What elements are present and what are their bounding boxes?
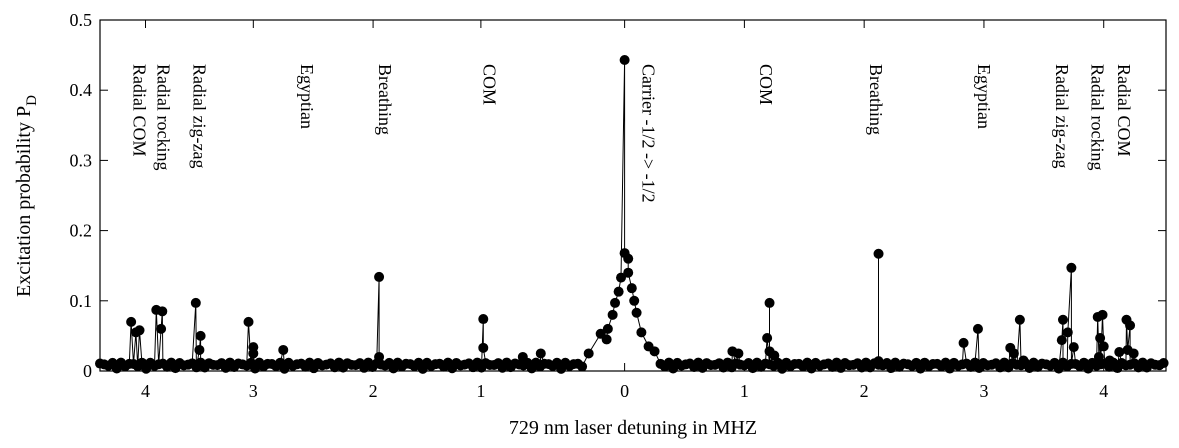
peak-annotations: Radial COM Radial rocking Radial zig-zag Eg… <box>130 64 1135 203</box>
peak-point <box>478 342 489 353</box>
peak-point <box>126 316 137 327</box>
peak-point <box>623 267 634 278</box>
peak-point <box>1062 327 1073 338</box>
peak-point <box>733 348 744 359</box>
peak-point <box>616 272 627 283</box>
x-tick-label: 4 <box>141 381 150 401</box>
peak-point <box>972 323 983 334</box>
data-line <box>99 59 1164 371</box>
peak-annotation-label: Radial zig-zag <box>1052 64 1072 168</box>
peak-point <box>607 309 618 320</box>
y-tick-label: 0.2 <box>70 221 93 241</box>
x-tick-label: 3 <box>979 381 988 401</box>
peak-point <box>873 248 884 259</box>
peak-point <box>243 316 254 327</box>
peak-annotation-label: Radial rocking <box>1088 64 1108 170</box>
peak-point <box>1057 314 1068 325</box>
peak-point <box>248 348 259 359</box>
peak-point <box>764 297 775 308</box>
peak-point <box>535 348 546 359</box>
peak-point <box>1008 348 1019 359</box>
peak-point <box>619 55 630 66</box>
peak-point <box>194 344 205 355</box>
peak-annotation-label: Egyptian <box>974 64 994 129</box>
peak-point <box>649 346 660 357</box>
peak-point <box>631 307 642 318</box>
peak-point <box>623 253 634 264</box>
peak-point <box>636 327 647 338</box>
peak-point <box>1128 348 1139 359</box>
peak-point <box>1056 335 1067 346</box>
baseline-point <box>577 361 588 372</box>
y-tick-label: 0.3 <box>70 150 93 170</box>
peak-point <box>374 271 385 282</box>
peak-point <box>602 323 613 334</box>
peak-point <box>629 295 640 306</box>
peak-annotation-label: Egyptian <box>297 64 317 129</box>
peak-annotation-label: Breathing <box>866 64 886 135</box>
data-series <box>95 55 1169 374</box>
peak-annotation-label: Radial zig-zag <box>189 64 209 168</box>
peak-point <box>601 334 612 345</box>
plot-frame <box>99 19 1167 372</box>
peak-point <box>610 297 621 308</box>
plot-area-border <box>99 19 1167 372</box>
peak-point <box>958 337 969 348</box>
peak-point <box>195 330 206 341</box>
peak-point <box>1097 309 1108 320</box>
axis-ticks: 0 0.1 0.2 0.3 0.4 0.5 4 3 2 1 0 1 2 3 4 <box>70 10 1166 401</box>
peak-point <box>1095 333 1106 344</box>
peak-point <box>478 314 489 325</box>
x-tick-label: 2 <box>369 381 378 401</box>
y-axis-label-main: Excitation probability P <box>13 106 35 297</box>
peak-point <box>157 306 168 317</box>
peak-annotation-label: COM <box>756 64 776 105</box>
y-axis-label-subscript: D <box>24 95 40 106</box>
y-tick-label: 0.4 <box>70 80 93 100</box>
y-axis-label: Excitation probability PD <box>13 95 40 297</box>
x-tick-label: 3 <box>249 381 258 401</box>
peak-point <box>190 297 201 308</box>
peak-point <box>762 333 773 344</box>
peak-point <box>613 286 624 297</box>
peak-point <box>1014 314 1025 325</box>
peak-point <box>1068 342 1079 353</box>
peak-annotation-label: Radial COM <box>1114 64 1134 157</box>
y-tick-label: 0.1 <box>70 291 93 311</box>
x-tick-label: 4 <box>1099 381 1108 401</box>
peak-point <box>583 348 594 359</box>
peak-point <box>134 325 145 336</box>
peak-annotation-label: Radial rocking <box>154 64 174 170</box>
x-tick-label: 0 <box>620 381 629 401</box>
peak-point <box>374 351 385 362</box>
peak-annotation-label: Radial COM <box>130 64 150 157</box>
peak-point <box>626 283 637 294</box>
x-tick-label: 1 <box>740 381 749 401</box>
baseline-point <box>1158 358 1169 369</box>
x-axis-label: 729 nm laser detuning in MHZ <box>509 417 757 439</box>
peak-point <box>278 344 289 355</box>
peak-annotation-label: Carrier -1/2 -> -1/2 <box>639 64 659 203</box>
y-tick-label: 0 <box>83 361 92 381</box>
peak-point <box>1098 341 1109 352</box>
peak-point <box>1125 320 1136 331</box>
y-tick-label: 0.5 <box>70 10 93 30</box>
peak-point <box>1066 262 1077 273</box>
x-tick-label: 1 <box>476 381 485 401</box>
peak-point <box>1114 347 1125 358</box>
peak-point <box>156 323 167 334</box>
peak-annotation-label: Breathing <box>375 64 395 135</box>
x-tick-label: 2 <box>860 381 869 401</box>
peak-annotation-label: COM <box>479 64 499 105</box>
